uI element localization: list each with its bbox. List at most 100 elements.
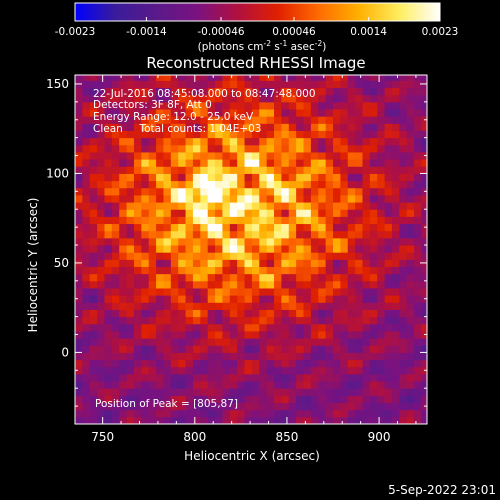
heatmap-cell [244, 245, 253, 253]
heatmap-cell [237, 338, 246, 346]
heatmap-cell [251, 194, 260, 203]
heatmap-cell [215, 194, 223, 203]
heatmap-cell [89, 338, 98, 346]
heatmap-cell [347, 216, 356, 225]
heatmap-cell [111, 159, 120, 167]
heatmap-cell [259, 137, 268, 146]
heatmap-cell [391, 109, 400, 117]
heatmap-cell [141, 316, 150, 325]
heatmap-cell [133, 173, 142, 182]
heatmap-cell [347, 352, 356, 361]
heatmap-cell [414, 309, 422, 318]
heatmap-cell [75, 366, 83, 375]
heatmap-cell [421, 280, 427, 289]
heatmap-cell [119, 166, 128, 174]
heatmap-cell [296, 323, 305, 332]
heatmap-cell [119, 295, 128, 303]
heatmap-cell [369, 273, 378, 282]
heatmap-cell [170, 352, 179, 361]
heatmap-cell [377, 75, 386, 81]
heatmap-cell [406, 216, 415, 225]
heatmap-cell [156, 409, 164, 418]
heatmap-cell [75, 237, 83, 246]
heatmap-cell [391, 252, 400, 260]
heatmap-cell [244, 352, 253, 361]
heatmap-cell [303, 130, 312, 139]
heatmap-cell [274, 94, 282, 103]
heatmap-cell [281, 252, 290, 260]
heatmap-cell [222, 245, 231, 253]
heatmap-cell [229, 395, 238, 404]
heatmap-cell [97, 159, 105, 167]
heatmap-cell [192, 330, 201, 339]
heatmap-cell [244, 187, 253, 196]
heatmap-cell [347, 116, 356, 124]
heatmap-cell [288, 187, 297, 196]
heatmap-cell [178, 366, 187, 375]
heatmap-cell [274, 173, 282, 182]
heatmap-cell [318, 266, 327, 275]
heatmap-cell [200, 80, 209, 89]
heatmap-cell [141, 116, 150, 124]
heatmap-cell [148, 80, 157, 89]
heatmap-cell [333, 252, 341, 260]
heatmap-cell [89, 259, 98, 268]
heatmap-cell [384, 151, 393, 160]
heatmap-cell [207, 345, 216, 353]
heatmap-cell [111, 109, 120, 117]
heatmap-cell [414, 209, 422, 217]
heatmap-cell [156, 338, 164, 346]
heatmap-cell [192, 345, 201, 353]
heatmap-cell [303, 323, 312, 332]
heatmap-cell [133, 280, 142, 289]
heatmap-cell [200, 416, 209, 424]
heatmap-cell [170, 309, 179, 318]
x-tick-label: 800 [183, 430, 206, 444]
heatmap-cell [259, 166, 268, 174]
heatmap-cell [178, 316, 187, 325]
heatmap-cell [141, 237, 150, 246]
heatmap-cell [170, 144, 179, 153]
heatmap-cell [104, 309, 113, 318]
heatmap-cell [266, 388, 275, 396]
heatmap-cell [185, 245, 194, 253]
heatmap-cell [369, 166, 378, 174]
heatmap-cell [200, 173, 209, 182]
heatmap-cell [340, 151, 349, 160]
heatmap-cell [421, 75, 427, 81]
heatmap-cell [288, 80, 297, 89]
heatmap-cell [222, 252, 231, 260]
heatmap-cell [303, 159, 312, 167]
heatmap-cell [259, 345, 268, 353]
heatmap-cell [148, 144, 157, 153]
heatmap-cell [288, 123, 297, 131]
heatmap-cell [244, 280, 253, 289]
heatmap-cell [207, 245, 216, 253]
heatmap-cell [251, 366, 260, 375]
heatmap-cell [355, 237, 363, 246]
heatmap-cell [288, 287, 297, 296]
heatmap-cell [391, 280, 400, 289]
heatmap-cell [296, 216, 305, 225]
heatmap-cell [325, 130, 334, 139]
heatmap-cell [399, 359, 408, 368]
heatmap-cell [156, 202, 164, 210]
heatmap-cell [126, 395, 135, 404]
heatmap-cell [82, 80, 91, 89]
heatmap-cell [296, 259, 305, 268]
heatmap-cell [310, 94, 319, 103]
heatmap-cell [215, 87, 223, 96]
heatmap-cell [104, 381, 113, 389]
heatmap-cell [89, 373, 98, 382]
heatmap-cell [296, 94, 305, 103]
heatmap-cell [355, 359, 363, 368]
heatmap-cell [119, 381, 128, 389]
heatmap-cell [75, 109, 83, 117]
heatmap-cell [215, 159, 223, 167]
heatmap-cell [296, 223, 305, 232]
heatmap-cell [259, 230, 268, 239]
heatmap-cell [274, 381, 282, 389]
heatmap-cell [119, 338, 128, 346]
heatmap-cell [310, 402, 319, 411]
heatmap-cell [156, 159, 164, 167]
